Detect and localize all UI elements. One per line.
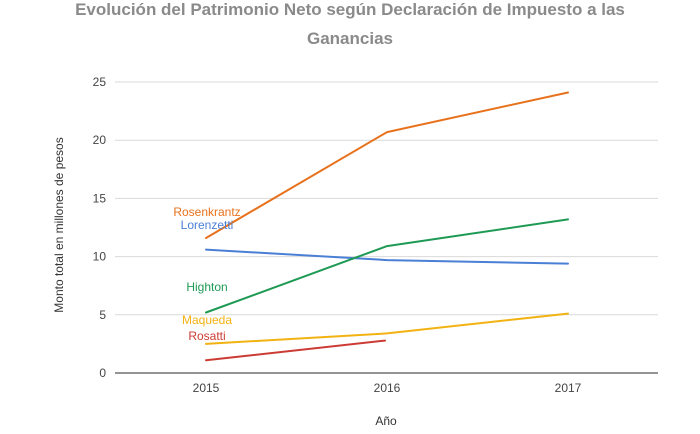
y-axis-ticks: 0 5 10 15 20 25 — [93, 75, 107, 380]
y-axis-label: Monto total en millones de pesos — [52, 137, 66, 312]
series-label-lorenzetti: Lorenzetti — [181, 218, 234, 232]
series-line-maqueda — [205, 312, 569, 345]
chart-title-line-2: Ganancias — [307, 29, 393, 48]
y-tick-label: 20 — [93, 133, 107, 147]
series-label-rosatti: Rosatti — [188, 329, 225, 343]
series-label-highton: Highton — [186, 280, 227, 294]
y-tick-label: 15 — [93, 191, 107, 205]
series-line-lorenzetti — [205, 248, 569, 265]
y-tick-label: 25 — [93, 75, 107, 89]
series-label-maqueda: Maqueda — [182, 313, 232, 327]
series-line-rosatti — [205, 339, 386, 362]
x-tick-label: 2016 — [374, 381, 401, 395]
y-tick-label: 10 — [93, 250, 107, 264]
chart-title-line-1: Evolución del Patrimonio Neto según Decl… — [75, 0, 625, 19]
y-tick-label: 0 — [99, 366, 106, 380]
x-axis-ticks: 2015 2016 2017 — [193, 381, 582, 395]
x-tick-label: 2015 — [193, 381, 220, 395]
series-line-highton — [205, 218, 569, 314]
y-tick-label: 5 — [99, 308, 106, 322]
x-tick-label: 2017 — [555, 381, 582, 395]
series-label-rosenkrantz: Rosenkrantz — [173, 205, 240, 219]
series-line-rosenkrantz — [205, 91, 569, 239]
gridlines — [115, 81, 658, 374]
x-axis-label: Año — [375, 414, 397, 428]
series-lines — [205, 91, 569, 362]
